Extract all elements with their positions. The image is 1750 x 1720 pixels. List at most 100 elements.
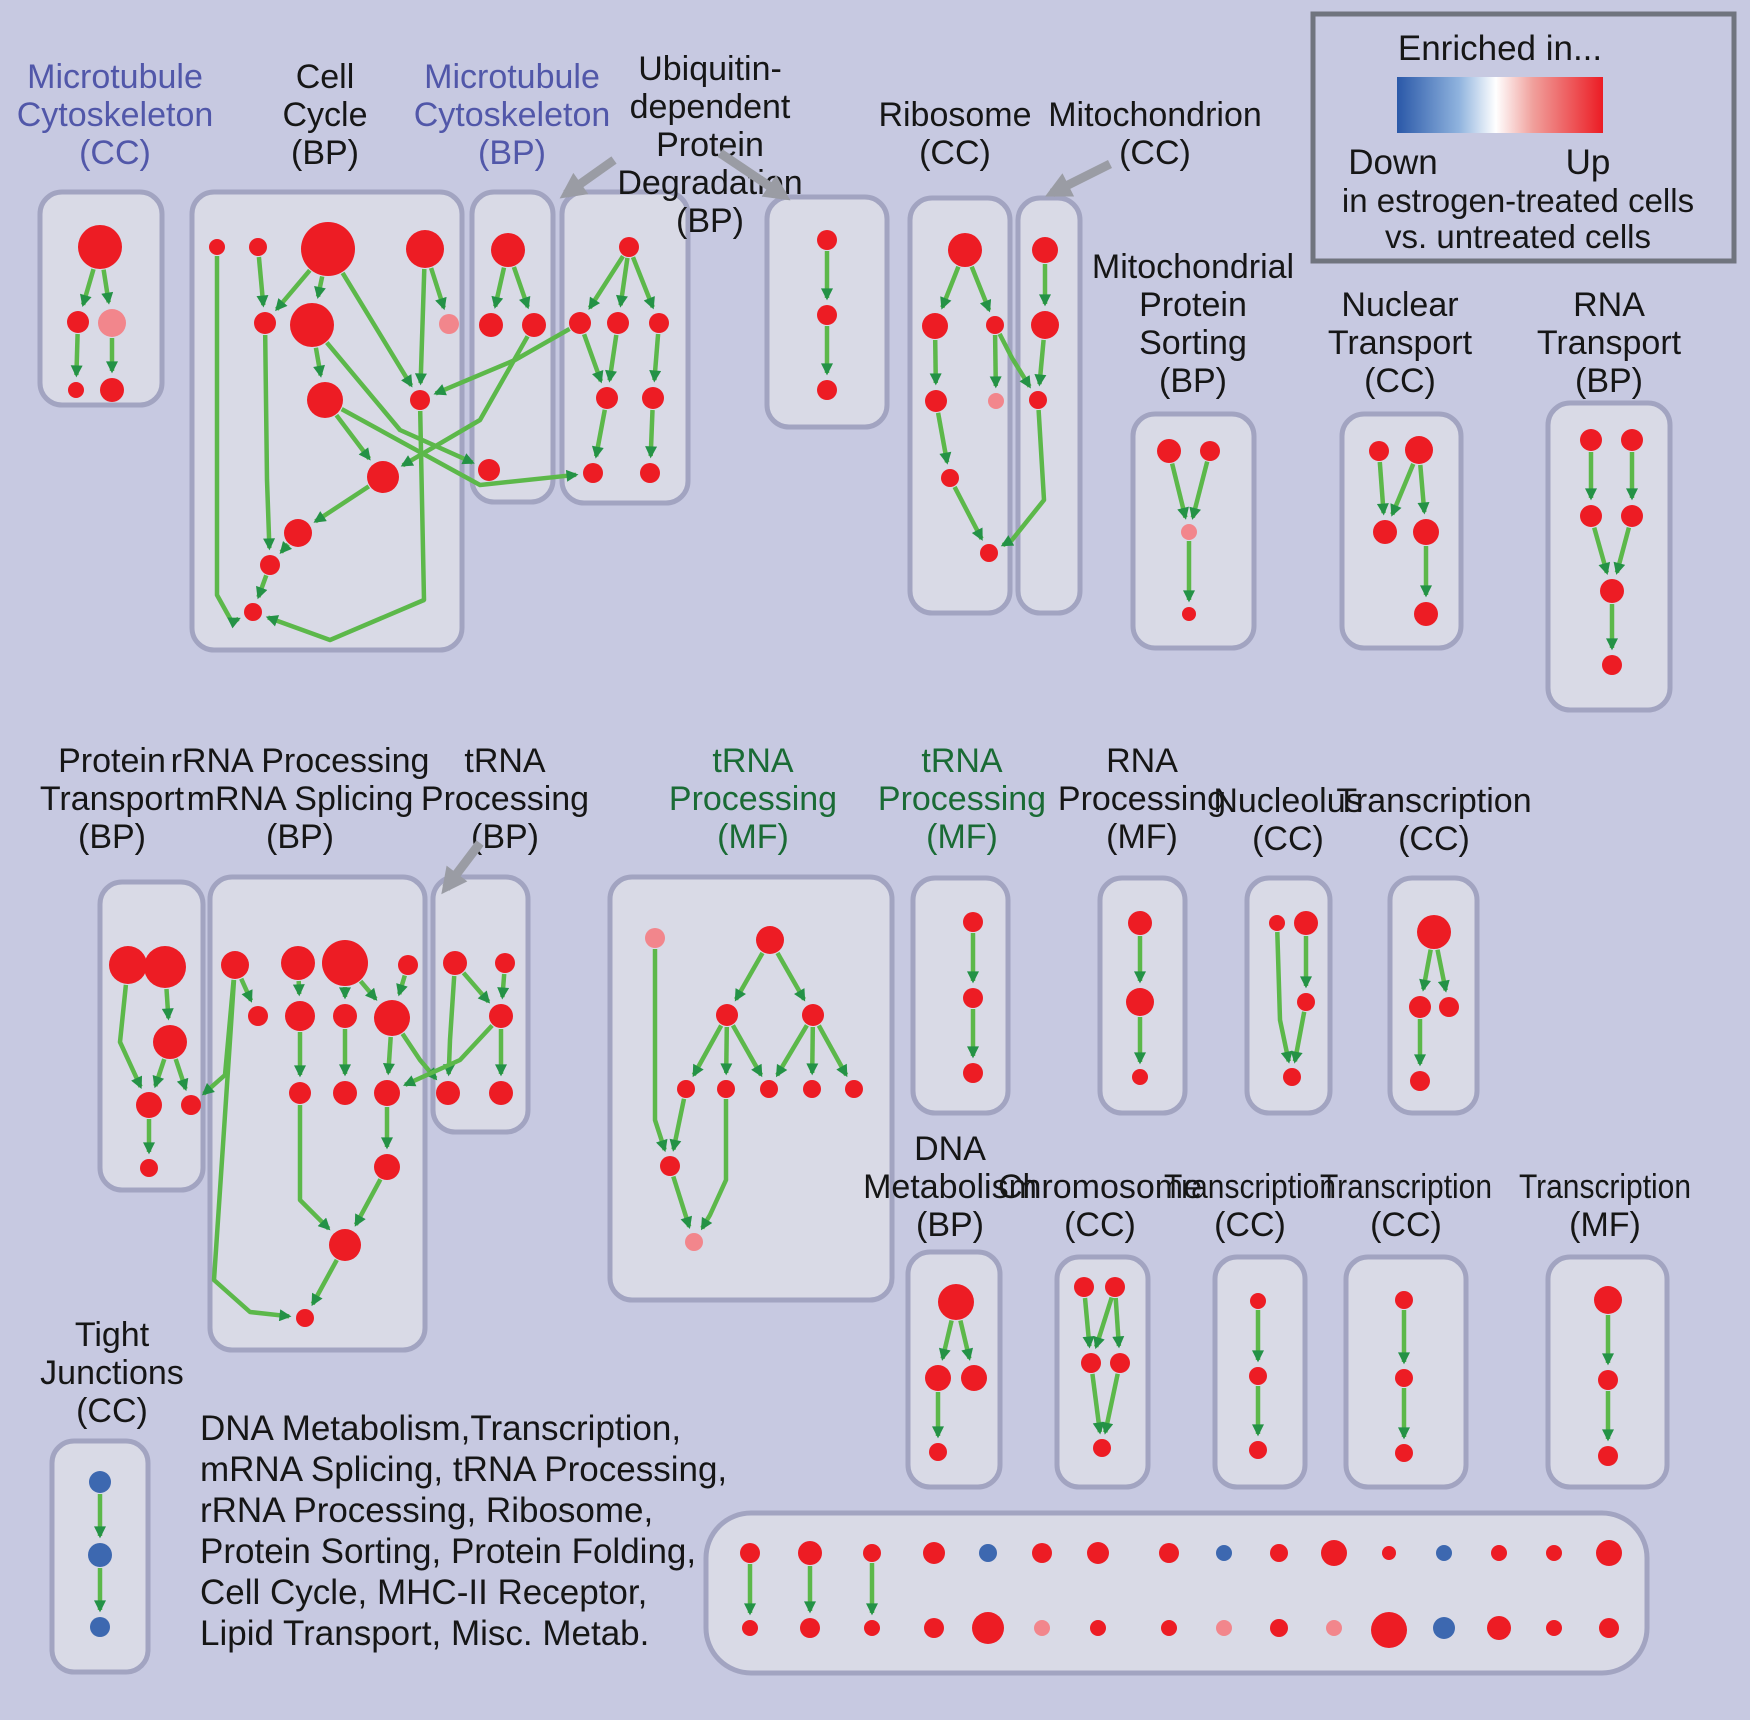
group-label-trna-processing-mf-large-line0: tRNA bbox=[712, 742, 794, 780]
node-mixed-strip-t15 bbox=[1596, 1540, 1622, 1566]
group-label-nucleolus-cc-line1: (CC) bbox=[1252, 820, 1324, 858]
edge-nucleolus-cc-v1-v4 bbox=[1275, 931, 1293, 1064]
edge-trna-processing-mf-large-k1-k3 bbox=[775, 951, 806, 1002]
edge-mito-protein-sorting-s1-s3 bbox=[1169, 463, 1189, 520]
group-label-mito-protein-sorting-line2: Sorting bbox=[1139, 324, 1247, 362]
node-dna-metabolism-d3 bbox=[961, 1365, 987, 1391]
group-box-protein-transport bbox=[97, 879, 206, 1193]
node-ribosome-cc-r5 bbox=[988, 393, 1004, 409]
node-mixed-strip-b7 bbox=[1161, 1620, 1177, 1636]
node-trna-processing-mf-large-k2 bbox=[716, 1004, 738, 1026]
edge-trna-processing-mf-large-k3-k6 bbox=[775, 1024, 809, 1078]
group-label-transcription-mf-line1: (MF) bbox=[1569, 1206, 1641, 1244]
edge-microtubule-bp-a-b bbox=[491, 267, 507, 309]
node-rna-transport-u4 bbox=[1621, 505, 1643, 527]
node-microtubule-bp-d bbox=[478, 459, 500, 481]
note-line-4: Cell Cycle, MHC-II Receptor, bbox=[200, 1573, 647, 1612]
edge-ubiquitin-bp-left-a6-a8 bbox=[645, 409, 658, 459]
node-chromosome-cc-c2 bbox=[1105, 1277, 1125, 1297]
edge-cell-cycle-n4-n7 bbox=[428, 267, 447, 311]
group-label-microtubule-cc-line0: Microtubule bbox=[27, 58, 203, 96]
group-label-mito-protein-sorting-line3: (BP) bbox=[1159, 362, 1227, 400]
group-label-microtubule-cc-line1: Cytoskeleton bbox=[17, 96, 214, 134]
edge-protein-transport-p3-p5 bbox=[173, 1058, 189, 1092]
edge-transcription-cc-mid-w1-w3 bbox=[1435, 949, 1450, 993]
node-mixed-strip-b8 bbox=[1216, 1620, 1232, 1636]
node-mixed-strip-b5 bbox=[1034, 1620, 1050, 1636]
group-box-rna-transport bbox=[1545, 400, 1673, 713]
node-nuclear-transport-t3 bbox=[1373, 520, 1397, 544]
group-label-transcription-cc-mid-line1: (CC) bbox=[1398, 820, 1470, 858]
node-transcription-cc-1-b bbox=[1249, 1367, 1267, 1385]
node-mixed-strip-t13 bbox=[1491, 1545, 1507, 1561]
node-ribosome-cc-r3 bbox=[986, 316, 1004, 334]
legend-box bbox=[1310, 11, 1737, 264]
group-label-ubiquitin-bp-left-line0: Ubiquitin- bbox=[638, 50, 782, 88]
edge-cross-cell-cycle.n8-ubiquitin-bp-left.a7 bbox=[340, 407, 579, 488]
edge-mitochondrion-cc-m2-m3 bbox=[1034, 339, 1047, 387]
edge-ribosome-cc-r2-r4 bbox=[929, 339, 942, 386]
edge-cell-cycle-n1-n13 bbox=[214, 256, 241, 629]
annotation-arrow-ubiquitin-to-left-box bbox=[559, 156, 617, 199]
node-transcription-cc-mid-w2 bbox=[1409, 996, 1431, 1018]
edge-chromosome-cc-c1-c3 bbox=[1082, 1297, 1095, 1349]
node-mito-protein-sorting-s2 bbox=[1200, 441, 1220, 461]
group-label-ubiquitin-bp-left-line1: dependent bbox=[630, 88, 791, 126]
edge-cell-cycle-n4-n9 bbox=[414, 268, 427, 386]
node-cell-cycle-n9 bbox=[410, 390, 430, 410]
node-nucleolus-cc-v4 bbox=[1283, 1068, 1301, 1086]
group-label-chromosome-cc-line1: (CC) bbox=[1064, 1206, 1136, 1244]
group-label-tight-junctions-line1: Junctions bbox=[40, 1354, 184, 1392]
node-trna-processing-mf-large-k0 bbox=[645, 928, 665, 948]
group-box-microtubule-cc bbox=[37, 189, 165, 408]
node-mito-protein-sorting-s4 bbox=[1182, 607, 1196, 621]
group-label-rrna-mrna-bp-line2: (BP) bbox=[266, 818, 334, 856]
node-microtubule-bp-b bbox=[479, 313, 503, 337]
node-protein-transport-p1 bbox=[109, 946, 147, 984]
edge-trna-processing-mf-large-k4-k9 bbox=[669, 1098, 687, 1152]
edge-rrna-mrna-bp-q3-q8 bbox=[358, 979, 378, 1001]
edge-cell-cycle-n12-n13 bbox=[256, 574, 269, 600]
group-label-rrna-mrna-bp-line0: rRNA Processing bbox=[171, 742, 430, 780]
node-ubiquitin-bp-left-a6 bbox=[642, 387, 664, 409]
node-dna-metabolism-d4 bbox=[929, 1443, 947, 1461]
node-rrna-mrna-bp-q3 bbox=[322, 940, 368, 986]
group-label-trna-processing-bp-line2: (BP) bbox=[471, 818, 539, 856]
node-protein-transport-p2 bbox=[144, 946, 186, 988]
edge-trna-processing-mf-large-k2-k6 bbox=[730, 1024, 764, 1078]
node-cell-cycle-n7 bbox=[439, 314, 459, 334]
edge-cross-mitochondrion-cc.m3-ribosome-cc.r7 bbox=[1000, 409, 1047, 548]
node-cell-cycle-n4 bbox=[406, 230, 444, 268]
node-ribosome-cc-r7 bbox=[980, 544, 998, 562]
node-ribosome-cc-r6 bbox=[941, 469, 959, 487]
edge-trna-processing-bp-t2-t3 bbox=[497, 973, 510, 1000]
node-nuclear-transport-t2 bbox=[1405, 436, 1433, 464]
node-rrna-mrna-bp-q12 bbox=[374, 1154, 400, 1180]
edge-ubiquitin-bp-left-a1-a2 bbox=[587, 254, 625, 310]
edge-microtubule-cc-a-c bbox=[101, 269, 114, 305]
group-label-tight-junctions-line2: (CC) bbox=[76, 1392, 148, 1430]
group-box-dna-metabolism bbox=[905, 1249, 1003, 1490]
node-trna-processing-mf-large-k8 bbox=[845, 1080, 863, 1098]
node-ubiquitin-bp-right-b2 bbox=[817, 305, 837, 325]
edge-ubiquitin-bp-left-a4-a6 bbox=[649, 333, 662, 383]
group-label-cell-cycle-line1: Cycle bbox=[282, 96, 367, 134]
node-cell-cycle-n11 bbox=[284, 519, 312, 547]
edge-ribosome-cc-r6-r7 bbox=[952, 485, 984, 541]
edge-rrna-mrna-bp-q9-q13 bbox=[297, 1105, 331, 1231]
node-mixed-strip-t2 bbox=[863, 1544, 881, 1562]
edge-rrna-mrna-bp-q12-q13 bbox=[353, 1178, 383, 1227]
group-label-cell-cycle-line2: (BP) bbox=[291, 134, 359, 172]
node-microtubule-bp-a bbox=[491, 233, 525, 267]
edge-ribosome-cc-r1-r2 bbox=[940, 265, 961, 310]
note-line-1: mRNA Splicing, tRNA Processing, bbox=[200, 1450, 727, 1489]
node-ribosome-cc-r4 bbox=[925, 390, 947, 412]
group-box-ubiquitin-bp-left bbox=[559, 189, 691, 506]
node-rrna-mrna-bp-q14 bbox=[296, 1309, 314, 1327]
group-label-mito-protein-sorting-line0: Mitochondrial bbox=[1092, 248, 1294, 286]
group-label-rna-transport-line1: Transport bbox=[1537, 324, 1682, 362]
edge-cross-trna-processing-bp.t3-rrna-mrna-bp.q11 bbox=[403, 1023, 494, 1087]
group-box-nuclear-transport bbox=[1339, 411, 1464, 651]
node-ubiquitin-bp-left-a4 bbox=[649, 313, 669, 333]
edge-trna-processing-mf-large-k2-k4 bbox=[691, 1024, 724, 1078]
